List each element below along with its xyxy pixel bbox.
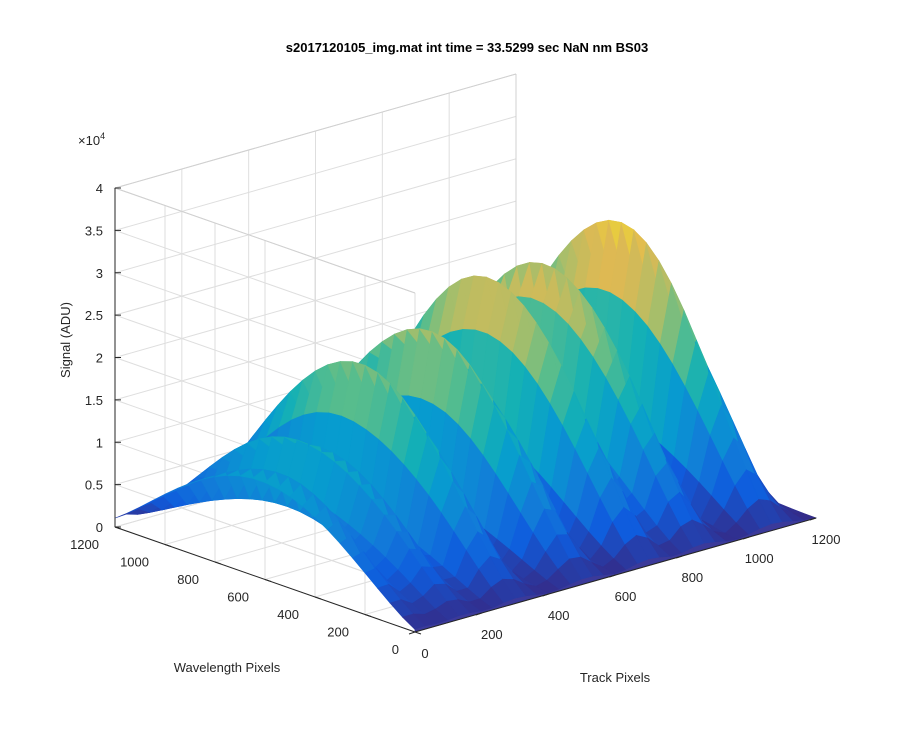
y-tick-mark — [164, 544, 172, 547]
z-tick-label: 3 — [96, 266, 103, 281]
x-axis-label: Track Pixels — [580, 670, 651, 685]
x-tick-mark — [609, 574, 616, 578]
surface-mesh — [114, 219, 818, 633]
z-tick-label: 4 — [96, 181, 103, 196]
y-tick-label: 800 — [177, 572, 199, 587]
x-tick-label: 1000 — [745, 551, 774, 566]
y-tick-label: 1200 — [70, 537, 99, 552]
x-tick-label: 1200 — [812, 532, 841, 547]
x-tick-mark — [408, 631, 416, 635]
x-tick-mark — [542, 593, 549, 597]
z-tick-label: 1.5 — [85, 393, 103, 408]
y-tick-label: 0 — [392, 642, 399, 657]
x-tick-label: 0 — [421, 646, 428, 661]
y-tick-label: 600 — [227, 590, 249, 605]
x-tick-mark — [676, 555, 683, 559]
z-tick-label: 3.5 — [85, 223, 103, 238]
x-tick-label: 600 — [615, 589, 637, 604]
y-tick-mark — [314, 596, 322, 600]
z-tick-label: 0 — [96, 520, 103, 535]
y-tick-mark — [264, 579, 272, 582]
axis-lines — [114, 187, 817, 635]
z-tick-label: 2 — [96, 351, 103, 366]
x-tick-mark — [475, 612, 482, 616]
svg-text:×104: ×104 — [78, 131, 105, 148]
y-tick-mark — [214, 561, 222, 565]
z-tick-label: 2.5 — [85, 308, 103, 323]
z-tick-label: 0.5 — [85, 478, 103, 493]
tick-labels: 0200400600800100012000200400600800100012… — [70, 181, 840, 661]
z-tick-label: 1 — [96, 435, 103, 450]
x-tick-label: 400 — [548, 608, 570, 623]
x-tick-mark — [809, 517, 817, 521]
y-tick-mark — [364, 614, 372, 617]
y-tick-mark — [414, 631, 422, 635]
x-tick-mark — [743, 536, 750, 540]
z-axis-label: Signal (ADU) — [58, 302, 73, 378]
x-tick-label: 800 — [681, 570, 703, 585]
y-axis-label: Wavelength Pixels — [174, 660, 281, 675]
chart-title: s2017120105_img.mat int time = 33.5299 s… — [286, 40, 648, 55]
x-tick-label: 200 — [481, 627, 503, 642]
z-exponent: ×104 — [78, 131, 105, 148]
y-tick-label: 400 — [277, 607, 299, 622]
y-tick-label: 200 — [327, 625, 349, 640]
y-tick-label: 1000 — [120, 555, 149, 570]
